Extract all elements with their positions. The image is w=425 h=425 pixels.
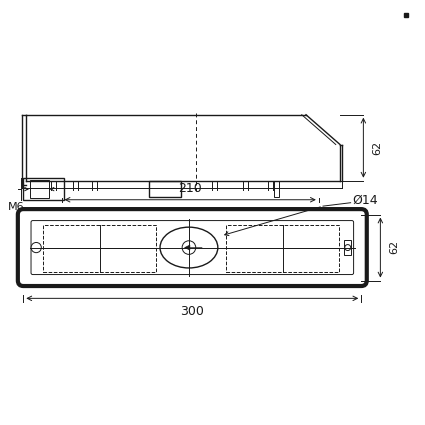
FancyBboxPatch shape bbox=[31, 221, 354, 275]
Bar bbox=[274, 181, 279, 197]
Text: 210: 210 bbox=[178, 181, 202, 195]
Bar bbox=[43, 224, 156, 272]
FancyBboxPatch shape bbox=[18, 209, 367, 286]
Text: 62: 62 bbox=[389, 240, 400, 255]
Text: Ø14: Ø14 bbox=[353, 193, 378, 206]
Circle shape bbox=[31, 242, 41, 252]
Bar bbox=[149, 181, 181, 197]
Text: 300: 300 bbox=[180, 305, 204, 318]
Bar bbox=[226, 224, 339, 272]
Circle shape bbox=[345, 244, 351, 250]
Bar bbox=[30, 180, 49, 198]
Circle shape bbox=[182, 241, 196, 254]
Text: 62: 62 bbox=[372, 141, 382, 155]
Bar bbox=[23, 178, 64, 200]
Ellipse shape bbox=[160, 227, 218, 268]
Bar bbox=[344, 241, 351, 255]
Text: M6: M6 bbox=[8, 202, 24, 212]
